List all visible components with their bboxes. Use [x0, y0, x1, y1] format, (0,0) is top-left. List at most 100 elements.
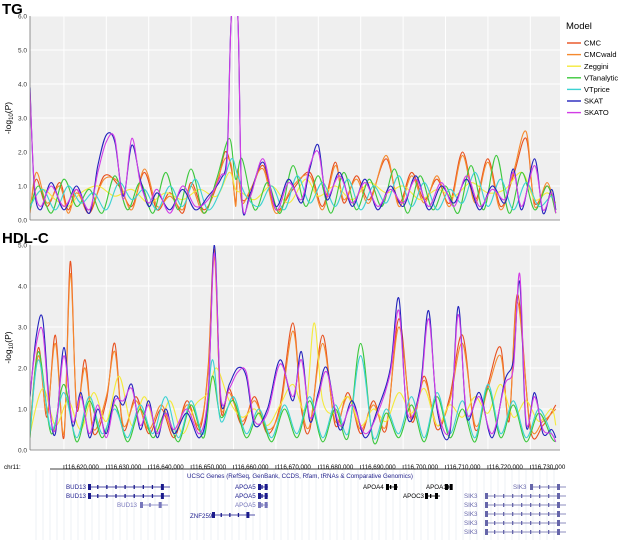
gene-exon	[512, 521, 514, 525]
series-line-SKAT	[30, 16, 557, 216]
gene-exon	[503, 494, 505, 498]
ruler-position-label: 116,700,000	[404, 464, 439, 471]
gene-exon	[512, 530, 514, 534]
ruler-position-label: 116,670,000	[277, 464, 312, 471]
ruler-position-label: 116,660,000	[235, 464, 270, 471]
series-group	[30, 16, 557, 216]
panel-title: TG	[2, 1, 23, 18]
legend-entry-Zeggini: Zeggini	[584, 62, 609, 71]
gene-exon	[494, 494, 496, 498]
gene-exon	[557, 484, 560, 490]
y-axis-label: -log10(P)	[3, 102, 15, 134]
panel-0: 0.0 1.0 2.0 3.0 4.0 5.0 6.0TG -log10(P)	[2, 1, 560, 225]
gene-exon	[160, 493, 164, 499]
gene-exon	[512, 512, 514, 516]
gene-exon	[530, 530, 532, 534]
gene-exon	[115, 485, 117, 489]
gene-label: APOA1	[426, 484, 447, 491]
gene-model: SIK3	[464, 493, 566, 500]
gene-exon	[530, 521, 532, 525]
y-tick-label: 0.0	[18, 218, 27, 225]
gene-exon	[548, 503, 550, 507]
gene-exon	[557, 520, 560, 526]
gene-label: APOA5	[235, 502, 256, 509]
gene-label: SIK3	[464, 511, 478, 518]
gene-label: SIK3	[464, 493, 478, 500]
y-tick-label: 4.0	[18, 82, 27, 89]
gene-exon	[503, 512, 505, 516]
gene-model: APOA5	[235, 502, 268, 509]
legend-entry-SKAT: SKAT	[584, 97, 603, 106]
gene-model: SIK3	[464, 502, 566, 509]
gene-label: BUD13	[66, 484, 87, 491]
gene-exon	[521, 512, 523, 516]
chrom-label: chr11:	[4, 464, 21, 471]
gene-exon	[530, 494, 532, 498]
gene-exon	[503, 521, 505, 525]
gene-model: BUD13	[117, 502, 168, 509]
y-tick-label: 3.0	[18, 325, 27, 332]
gene-exon	[394, 484, 397, 490]
gene-model: SIK3	[513, 484, 566, 491]
gene-exon	[435, 493, 438, 499]
gene-exon	[512, 494, 514, 498]
gene-label: BUD13	[66, 493, 87, 500]
gene-exon	[530, 484, 533, 490]
gene-exon	[557, 502, 560, 508]
series-line-VTanalytic	[30, 137, 557, 214]
gene-label: APOA5	[235, 493, 256, 500]
gene-exon	[548, 530, 550, 534]
chart-panels: 0.0 1.0 2.0 3.0 4.0 5.0 6.0TG -log10(P) 0.0 1.0 2.…	[2, 1, 560, 455]
gene-exon	[521, 503, 523, 507]
y-tick-label: 3.0	[18, 116, 27, 123]
gene-exon	[237, 513, 240, 517]
series-line-CMCwald	[30, 130, 557, 214]
y-tick-label: 5.0	[18, 48, 27, 55]
gene-exon	[494, 503, 496, 507]
gene-model: ZNF259	[190, 512, 255, 520]
gene-exon	[539, 512, 541, 516]
gene-exon	[124, 494, 126, 498]
gene-exon	[220, 513, 222, 517]
gene-exon	[106, 485, 108, 489]
gene-exon	[557, 511, 560, 517]
gene-exon	[97, 494, 99, 498]
gene-exon	[88, 484, 91, 490]
gene-exon	[548, 521, 550, 525]
gene-exon	[539, 503, 541, 507]
gene-label: SIK3	[464, 529, 478, 536]
gene-exon	[485, 520, 488, 526]
gene-label: SIK3	[513, 484, 527, 491]
gene-exon	[151, 494, 154, 498]
gene-exon	[258, 502, 261, 508]
gene-model: SIK3	[464, 520, 566, 527]
gene-exon	[485, 493, 488, 499]
gene-label: SIK3	[464, 502, 478, 509]
ruler-position-label: 116,630,000	[107, 464, 142, 471]
gene-exon	[158, 502, 162, 508]
gene-exon	[160, 484, 164, 490]
ruler-position-label: 116,710,000	[447, 464, 482, 471]
gene-exon	[425, 493, 428, 499]
series-line-CMC	[30, 137, 557, 214]
gene-exon	[485, 511, 488, 517]
gene-label: ZNF259	[190, 513, 213, 520]
gene-exon	[246, 512, 250, 518]
gene-exon	[530, 512, 532, 516]
gene-exon	[142, 485, 144, 489]
gene-exon	[539, 530, 541, 534]
legend-entry-CMCwald: CMCwald	[584, 50, 617, 59]
series-line-SKATO	[30, 16, 557, 215]
gene-exon	[133, 494, 135, 498]
gene-exon	[539, 494, 541, 498]
gene-exon	[548, 512, 550, 516]
gene-exon	[115, 494, 117, 498]
gene-exon	[494, 512, 496, 516]
legend: Model CMC CMCwald Zeggini VTanalytic VTprice S…	[566, 21, 618, 117]
gene-exon	[557, 493, 560, 499]
gene-exon	[264, 484, 268, 490]
gene-exon	[530, 503, 532, 507]
y-tick-label: 1.0	[18, 184, 27, 191]
gene-exon	[494, 530, 496, 534]
gene-exon	[548, 494, 550, 498]
